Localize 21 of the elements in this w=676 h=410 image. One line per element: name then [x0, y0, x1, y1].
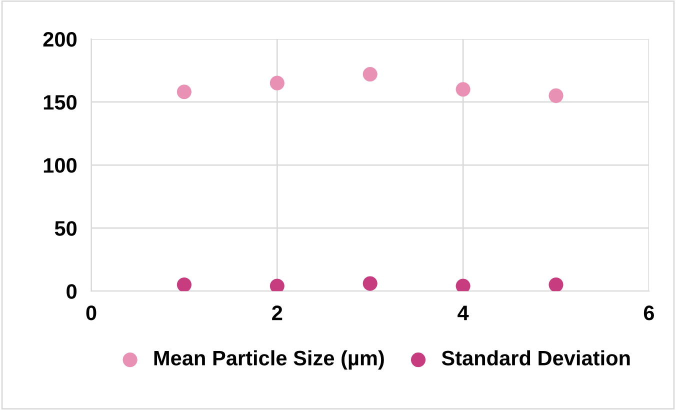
point — [270, 278, 284, 292]
x-tick-label: 0 — [86, 306, 96, 320]
y-tick-label: 0 — [66, 284, 77, 299]
x-tick-label: 6 — [644, 306, 654, 320]
point — [456, 278, 470, 292]
y-tick-label: 150 — [44, 94, 77, 110]
point — [362, 66, 378, 82]
point — [362, 276, 378, 291]
y-tick-label: 100 — [44, 158, 77, 173]
x-tick-label: 4 — [458, 306, 469, 320]
point — [270, 76, 284, 90]
y-tick-label: 50 — [54, 221, 77, 236]
y-tick-label: 200 — [43, 32, 77, 47]
x-tick-label: 2 — [272, 306, 282, 320]
point — [456, 82, 470, 97]
point — [176, 84, 192, 100]
legend-label: Standard Deviation — [442, 350, 630, 366]
point — [548, 88, 564, 103]
point — [176, 278, 192, 292]
legend-label: Mean Particle Size (µm) — [154, 350, 384, 370]
point — [548, 278, 564, 292]
